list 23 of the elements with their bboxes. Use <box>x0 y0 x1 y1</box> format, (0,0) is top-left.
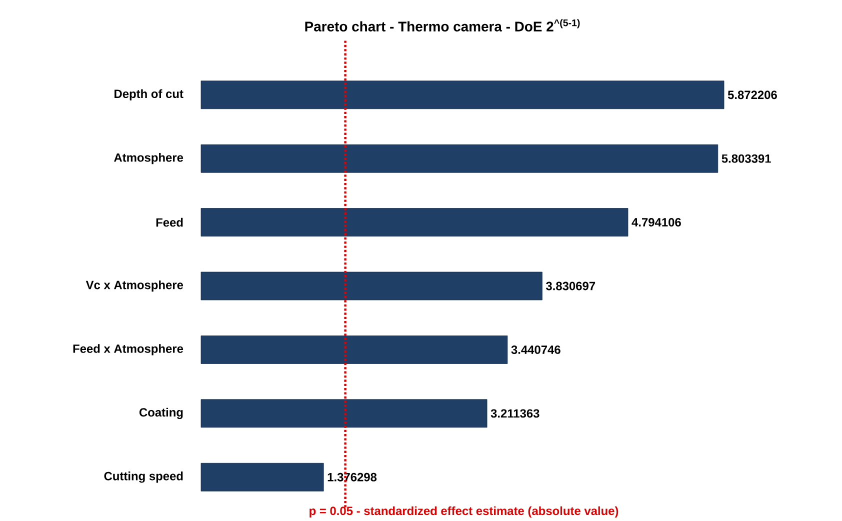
bar <box>200 336 508 364</box>
data-label: 3.830697 <box>546 282 596 290</box>
y-tick-label: Feed x Atmosphere <box>73 344 184 356</box>
bar <box>200 272 542 300</box>
bar <box>200 208 628 236</box>
data-label: 4.794106 <box>632 218 681 227</box>
bar <box>200 144 718 173</box>
bar <box>200 399 488 428</box>
data-label: 3.211363 <box>490 409 540 418</box>
data-label: 5.872206 <box>728 90 777 100</box>
y-tick-label: Vc x Atmosphere <box>86 280 184 292</box>
y-tick-label: Coating <box>139 408 183 420</box>
chart-title: Pareto chart - Thermo camera - DoE 2$^{^(5-1)}$ <box>305 19 580 32</box>
y-tick-label: Depth of cut <box>114 89 184 100</box>
y-tick-label: Cutting speed <box>104 472 183 483</box>
data-label: 1.376298 <box>328 472 377 482</box>
annotation: p = 0.05 - standardized effect estimate (absolute value) <box>310 506 618 518</box>
bar <box>200 462 324 492</box>
y-tick-label: Atmosphere <box>114 153 184 164</box>
y-tick-label: Feed <box>156 218 183 227</box>
bar <box>200 80 724 110</box>
data-label: 5.803391 <box>722 154 771 163</box>
data-label: 3.440746 <box>511 345 560 354</box>
